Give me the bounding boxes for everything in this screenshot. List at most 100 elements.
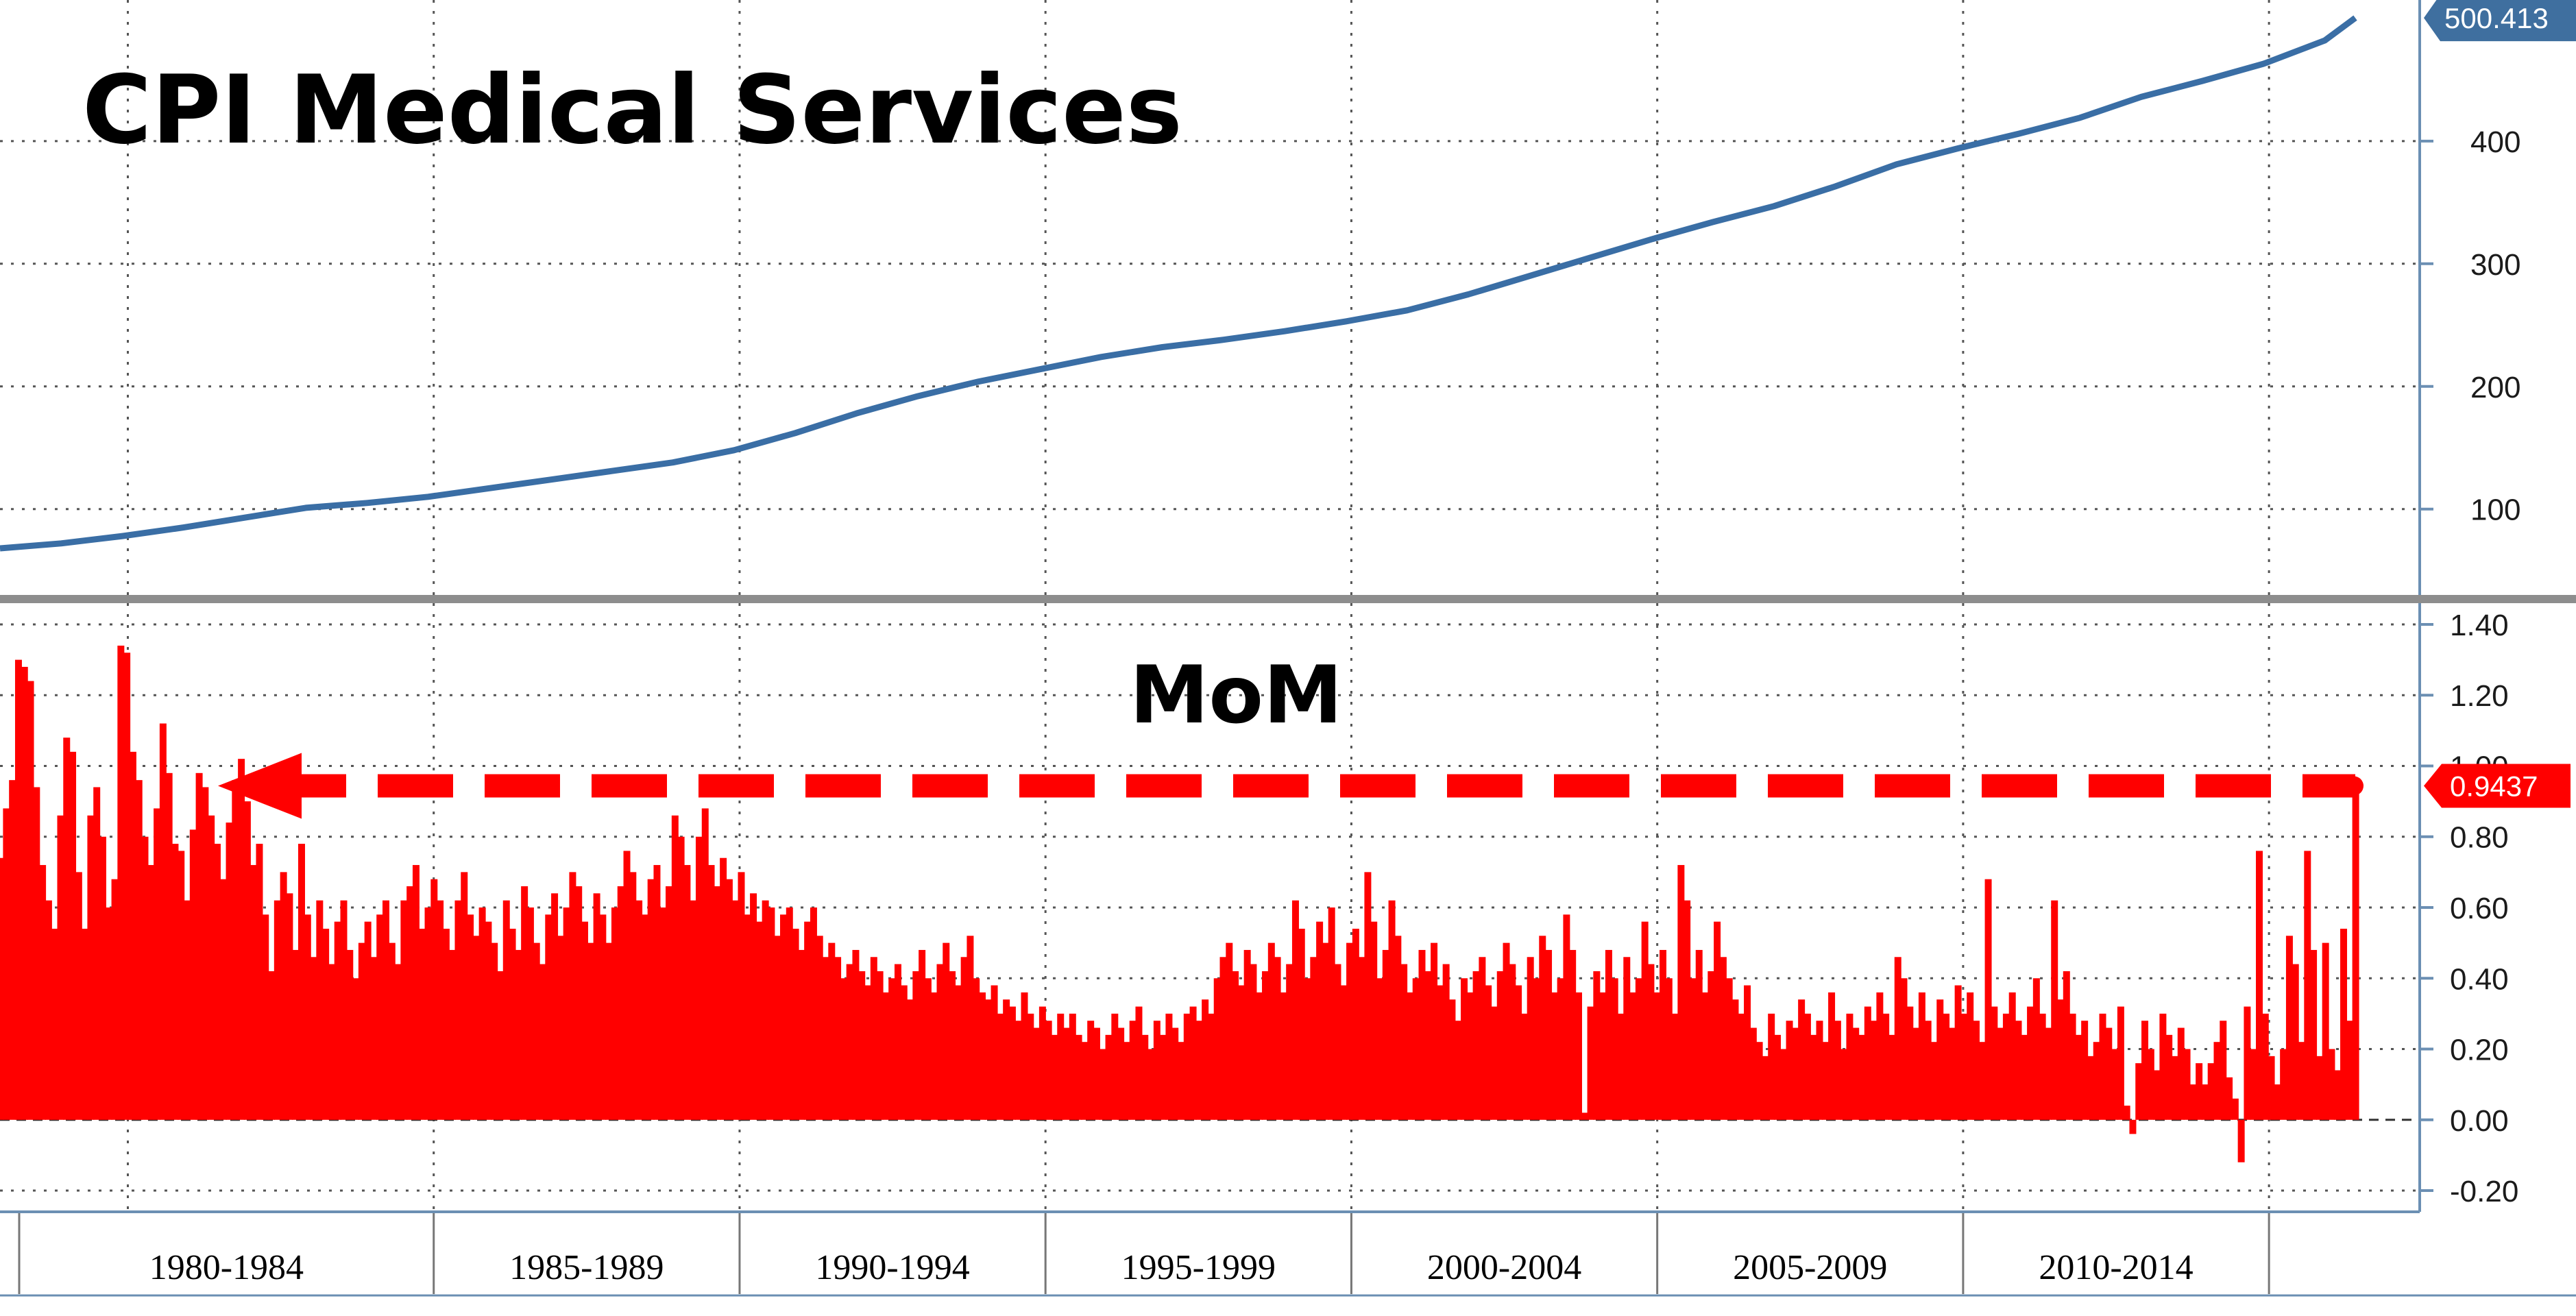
mom-bar: [1984, 879, 1992, 1120]
mom-bar: [1918, 992, 1925, 1120]
mom-bar: [1714, 921, 1721, 1120]
mom-bar: [2021, 1034, 2028, 1120]
mom-bar: [461, 872, 468, 1120]
mom-bar: [2250, 1049, 2257, 1120]
mom-bar: [1496, 971, 1504, 1120]
mom-bar: [1105, 1034, 1113, 1120]
mom-bar: [1442, 964, 1450, 1120]
mom-bar: [671, 815, 679, 1120]
mom-bar: [1057, 1013, 1065, 1120]
mom-bar: [2285, 936, 2293, 1120]
mom-bar: [1267, 942, 1275, 1120]
mom-bar: [936, 964, 944, 1120]
mom-bar: [1418, 949, 1426, 1120]
mom-bar: [394, 964, 402, 1120]
mom-bar: [478, 907, 486, 1120]
mom-bar: [1291, 900, 1299, 1120]
reference-value-tag: 0.9437: [2424, 764, 2571, 808]
mom-bar: [840, 978, 847, 1120]
mom-bar: [304, 914, 311, 1120]
mom-bar: [1129, 1021, 1137, 1120]
mom-bar: [575, 886, 583, 1120]
mom-bar: [984, 999, 992, 1120]
mom-bar: [533, 942, 540, 1120]
mom-bar: [1629, 992, 1637, 1120]
mom-bar: [1195, 1021, 1203, 1120]
mom-bar: [2196, 1063, 2203, 1120]
mom-bar: [744, 914, 751, 1120]
mom-bar: [1677, 865, 1685, 1120]
mom-bar: [1274, 957, 1281, 1120]
mom-bar: [1316, 921, 1324, 1120]
mom-bar: [876, 971, 884, 1120]
period-label-2: 1990-1994: [815, 1248, 969, 1287]
mom-bar: [1870, 1021, 1878, 1120]
mom-bar: [1298, 928, 1305, 1120]
mom-bar: [1490, 1006, 1498, 1120]
mom-bar: [1262, 971, 1269, 1120]
mom-bar: [2171, 1056, 2178, 1120]
mom-bar: [967, 936, 974, 1120]
mom-bar: [960, 957, 968, 1120]
mom-bar: [1731, 999, 1739, 1120]
mom-bar: [1412, 978, 1420, 1120]
mom-bar: [2346, 1021, 2353, 1120]
mom-bar: [1768, 1013, 1775, 1120]
mom-bar: [979, 992, 986, 1120]
mom-bar: [1719, 957, 1727, 1120]
mom-bar: [1581, 1112, 1588, 1120]
mom-bar: [997, 1013, 1004, 1120]
cpi-line: [0, 15, 2357, 552]
mom-bar: [1232, 971, 1239, 1120]
mom-bar: [123, 653, 131, 1120]
mom-bar: [954, 985, 962, 1120]
mom-bar: [111, 879, 119, 1120]
mom-bar: [2220, 1021, 2227, 1120]
mom-bar: [226, 822, 233, 1120]
ytick-label-bottom-7: 1.20: [2450, 679, 2509, 713]
mom-bar: [2316, 1056, 2323, 1120]
mom-bar: [184, 900, 191, 1120]
mom-bar: [1461, 978, 1468, 1120]
ytick-label-bottom-8: 1.40: [2450, 609, 2509, 642]
mom-bar: [376, 914, 384, 1120]
mom-bar: [924, 978, 932, 1120]
mom-bar: [900, 985, 908, 1120]
mom-bar: [27, 681, 34, 1120]
mom-bars: [0, 645, 2359, 1162]
mom-bar: [569, 872, 576, 1120]
mom-bar: [1213, 978, 1221, 1120]
period-label-6: 2010-2014: [2039, 1248, 2193, 1287]
mom-bar: [1406, 992, 1413, 1120]
mom-bar: [1816, 1021, 1823, 1120]
reference-end-dot: [2344, 776, 2364, 796]
mom-bar: [725, 879, 733, 1120]
mom-bar: [316, 900, 324, 1120]
mom-bar: [1171, 1027, 1179, 1120]
mom-bar: [1358, 957, 1365, 1120]
mom-bar: [605, 942, 613, 1120]
mom-bar: [195, 772, 203, 1120]
mom-bar: [701, 808, 709, 1120]
mom-bar: [1472, 971, 1480, 1120]
mom-bar: [1466, 992, 1474, 1120]
mom-bar: [1520, 1013, 1528, 1120]
mom-bar: [1828, 992, 1836, 1120]
mom-bar: [1304, 978, 1311, 1120]
mom-bar: [502, 900, 510, 1120]
mom-bar: [1527, 957, 1534, 1120]
mom-bar: [1593, 971, 1601, 1120]
mom-bar: [1485, 985, 1492, 1120]
mom-bar: [485, 921, 492, 1120]
mom-bar: [232, 780, 239, 1120]
mom-bar: [1665, 978, 1673, 1120]
mom-bar: [1014, 1021, 1022, 1120]
mom-bar: [1352, 928, 1359, 1120]
mom-bar: [1557, 978, 1564, 1120]
mom-bar: [834, 957, 842, 1120]
mom-bar: [2039, 1013, 2046, 1120]
mom-bar: [2117, 1006, 2124, 1120]
mom-bar: [1545, 949, 1553, 1120]
mom-bar: [1147, 1049, 1155, 1120]
